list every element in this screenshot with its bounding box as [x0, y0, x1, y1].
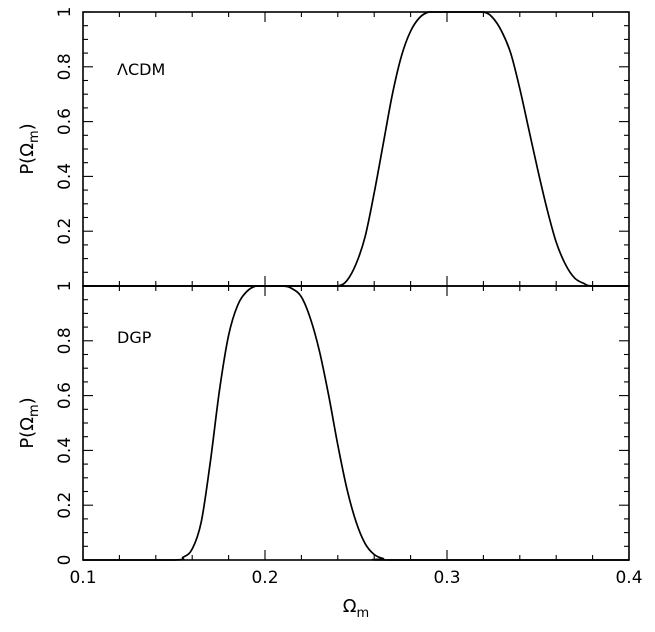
y-axis-title-close: ) — [17, 397, 38, 404]
y-tick-label: 0.8 — [55, 327, 75, 354]
panel-label-lcdm: ΛCDM — [117, 60, 165, 79]
y-tick-label: 1 — [55, 281, 75, 292]
y-tick-label: 0.2 — [55, 492, 75, 519]
y-tick-label: 1 — [55, 7, 75, 18]
x-axis-title-subscript: m — [357, 606, 370, 621]
panel-label-dgp: DGP — [117, 328, 152, 347]
y-axis-title-bottom: P(Ωm) — [17, 397, 42, 448]
svg-text:P(Ωm): P(Ωm) — [17, 123, 42, 174]
y-axis-title-close: ) — [17, 123, 38, 130]
y-tick-label: 0.6 — [55, 108, 75, 135]
y-tick-label: 0 — [55, 555, 75, 566]
x-tick-label: 0.4 — [615, 568, 642, 588]
panel-dgp: DGP P(Ωm) Ωm 00.20.40.60.810.1 0.2 0.3 0.4 — [17, 281, 643, 621]
x-tick-label: 0.1 — [69, 568, 96, 588]
svg-text:P(Ωm): P(Ωm) — [17, 397, 42, 448]
y-axis-title-top: P(Ωm) — [17, 123, 42, 174]
x-axis-title-main: Ω — [343, 596, 357, 617]
y-axis-title-subscript: m — [27, 130, 42, 143]
y-axis-title-subscript: m — [27, 404, 42, 417]
x-tick-label: 0.2 — [251, 568, 278, 588]
plot-frame-top — [82, 11, 630, 287]
series-line-lcdm — [82, 11, 629, 287]
y-tick-label: 0.6 — [55, 382, 75, 409]
y-tick-label: 0.8 — [55, 53, 75, 80]
series-line-dgp — [83, 285, 629, 561]
y-tick-label: 0.2 — [55, 218, 75, 245]
y-axis-title-main: P(Ω — [17, 143, 38, 175]
y-tick-label: 0.4 — [55, 163, 75, 190]
panel-lcdm: ΛCDM P(Ωm) 0.2 0.4 0.6 0.8 1 — [17, 7, 630, 287]
y-tick-label: 0.4 — [55, 437, 75, 464]
x-axis-title: Ωm — [343, 596, 369, 621]
x-tick-label: 0.3 — [433, 568, 460, 588]
y-axis-title-main: P(Ω — [17, 417, 38, 449]
